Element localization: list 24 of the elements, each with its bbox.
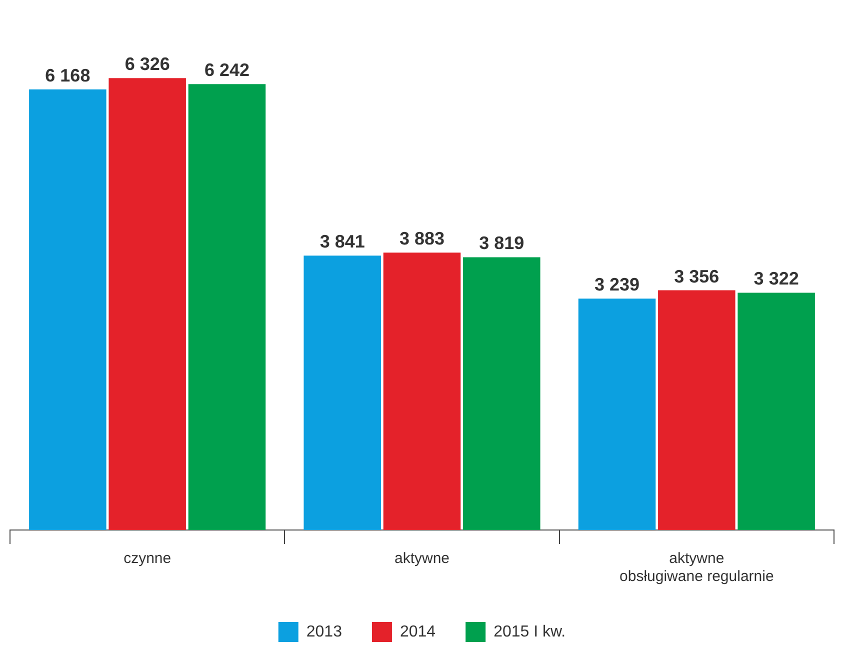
legend-label: 2013: [306, 623, 342, 640]
bar: [29, 89, 106, 530]
data-label: 3 819: [479, 233, 524, 254]
legend-label: 2014: [400, 623, 436, 640]
data-label: 3 239: [594, 274, 640, 295]
x-tick-label: aktywne obsługiwane regularnie: [620, 550, 774, 586]
data-label: 6 326: [124, 54, 170, 74]
bar: [108, 78, 186, 530]
bar: [304, 256, 381, 530]
bar: [578, 298, 656, 530]
data-label: 3 356: [674, 266, 720, 286]
data-label: 3 883: [399, 228, 445, 249]
data-label: 6 242: [204, 60, 250, 80]
data-label: 3 841: [320, 232, 365, 252]
x-tick-label: aktywne: [394, 550, 450, 568]
legend-label: 2015 I kw.: [494, 623, 566, 640]
bar: [658, 290, 736, 530]
bar: [463, 257, 540, 530]
x-tick-label: czynne: [124, 550, 172, 568]
data-label: 6 168: [45, 65, 90, 86]
bar: [383, 252, 461, 530]
data-label: 3 322: [754, 268, 799, 289]
bar: [738, 292, 815, 530]
bar: [188, 84, 266, 530]
